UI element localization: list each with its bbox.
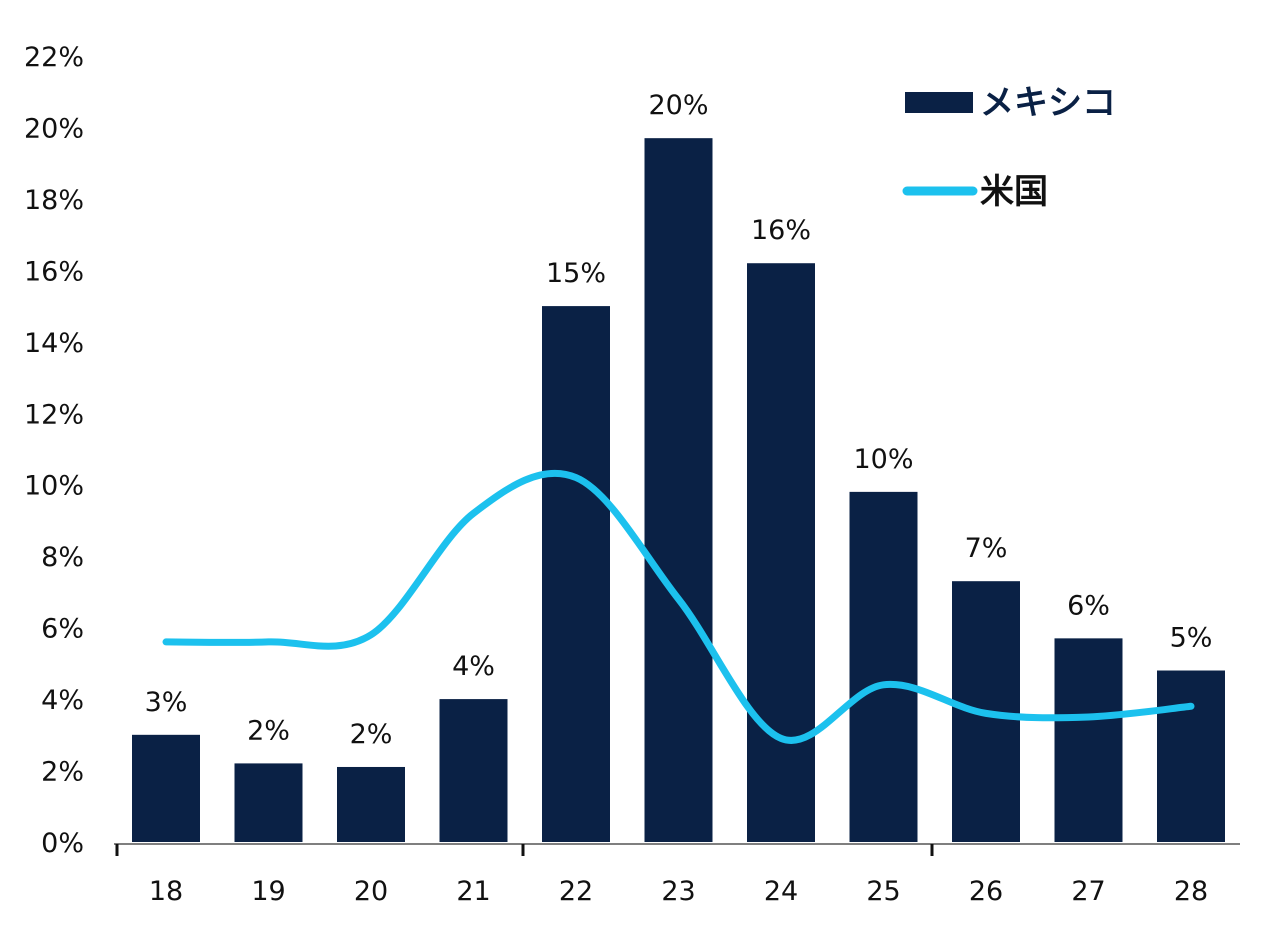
y-tick-label: 16% [24,256,84,287]
line-us-path [162,469,1195,744]
y-tick-label: 6% [41,614,84,645]
y-tick-label: 2% [41,757,84,788]
legend-mexico-label: メキシコ [980,83,1116,123]
line-us [162,469,1195,744]
data-label: 15% [546,258,606,289]
y-tick-label: 4% [41,685,84,716]
legend: メキシコ 米国 [902,83,1116,212]
bar-mexico [1054,638,1123,842]
y-tick-label: 20% [24,113,84,144]
y-axis-ticks: 0% 2% 4% 6% 8% 10% 12% 14% 16% 18% 20% 22% [24,42,84,859]
bar-mexico [132,734,200,842]
bar-mexico [234,763,303,842]
legend-us-label: 米国 [980,172,1048,212]
bar-mexico [747,263,815,843]
x-tick-label: 23 [661,876,695,907]
data-label: 10% [853,444,913,475]
x-tick-label: 20 [354,876,388,907]
data-label: 4% [452,651,495,682]
x-tick-label: 24 [764,876,798,907]
data-label: 20% [648,90,708,121]
x-tick-label: 25 [866,876,900,907]
x-tick-label: 27 [1071,876,1105,907]
bar-mexico [1157,670,1225,842]
bars-mexico [132,138,1225,843]
legend-mexico-swatch [905,92,973,113]
data-label: 7% [965,533,1008,564]
y-tick-label: 14% [24,328,84,359]
x-axis: 18 19 20 21 22 23 24 25 26 27 28 [114,843,1240,907]
bar-mexico [849,491,918,842]
y-tick-label: 10% [24,471,84,502]
bar-mexico [337,766,405,842]
data-label: 3% [145,687,188,718]
data-label: 2% [247,715,290,746]
y-tick-label: 8% [41,542,84,573]
data-label: 5% [1170,623,1213,654]
data-label: 16% [751,215,811,246]
x-tick-label: 26 [969,876,1003,907]
y-tick-label: 22% [24,42,84,73]
x-tick-label: 28 [1174,876,1208,907]
x-tick-label: 18 [149,876,183,907]
data-label: 6% [1067,590,1110,621]
y-tick-label: 12% [24,399,84,430]
y-tick-label: 0% [41,828,84,859]
bar-mexico [439,699,508,842]
y-tick-label: 18% [24,185,84,216]
bar-mexico [542,306,610,842]
data-label: 2% [350,719,393,750]
data-labels: 3% 2% 2% 4% 15% 20% 16% 10% 7% 6% 5% [145,90,1213,750]
x-tick-label: 21 [456,876,490,907]
x-tick-label: 19 [251,876,285,907]
bar-mexico [644,138,713,842]
x-tick-label: 22 [559,876,593,907]
